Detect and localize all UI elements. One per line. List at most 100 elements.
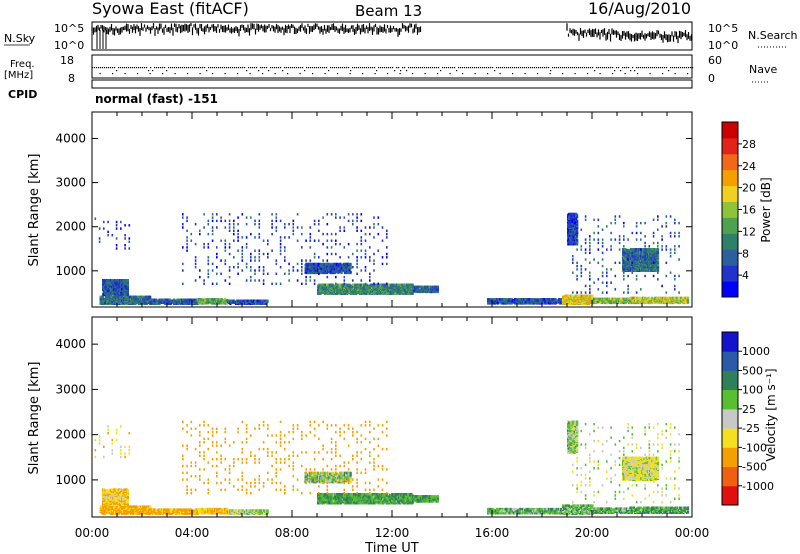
power-cell xyxy=(224,249,227,252)
power-cell xyxy=(194,262,197,266)
power-cell xyxy=(254,223,256,226)
freq-dot xyxy=(414,67,416,69)
power-cell xyxy=(182,216,184,219)
freq-dot xyxy=(606,67,608,69)
freq-dot xyxy=(278,67,280,69)
freq-dot xyxy=(228,67,230,69)
power-cell xyxy=(301,226,303,229)
power-cell xyxy=(233,219,235,223)
freq-dot xyxy=(380,67,382,69)
power-cell xyxy=(207,262,210,266)
power-cell xyxy=(319,268,322,272)
power-cell xyxy=(107,295,110,299)
freq-dot xyxy=(388,67,390,69)
power-cell xyxy=(623,248,626,251)
freq-dot xyxy=(490,67,492,69)
power-cell xyxy=(115,244,118,247)
freq-dot xyxy=(612,67,614,69)
freq-dot xyxy=(620,70,622,72)
freq-dot xyxy=(384,67,386,69)
power-cell xyxy=(194,279,197,282)
power-cell xyxy=(271,223,273,226)
power-cell xyxy=(632,248,635,251)
power-cell xyxy=(585,301,588,304)
power-cell xyxy=(351,283,355,287)
power-cell xyxy=(203,213,205,216)
power-cell xyxy=(313,256,316,259)
power-cell xyxy=(301,272,303,275)
freq-dot xyxy=(416,67,418,69)
nave-dot xyxy=(424,73,426,75)
power-cell xyxy=(426,285,429,289)
power-cell xyxy=(356,213,358,216)
power-cell xyxy=(488,300,491,303)
power-cell xyxy=(568,240,571,244)
power-cell xyxy=(584,268,587,271)
power-cell xyxy=(584,238,587,241)
power-cell xyxy=(674,235,676,238)
power-cell xyxy=(381,262,384,266)
power-cell xyxy=(641,260,644,264)
power-cell xyxy=(318,229,320,232)
freq-dot xyxy=(352,67,354,69)
power-cell xyxy=(314,265,317,269)
power-cell xyxy=(657,218,659,221)
nave-dot xyxy=(612,73,614,75)
power-cell xyxy=(576,294,579,298)
power-cell xyxy=(207,272,210,275)
power-cell xyxy=(267,252,269,256)
freq-dot xyxy=(650,67,652,69)
power-cell xyxy=(211,232,214,236)
power-cell xyxy=(650,269,653,272)
freq-dot xyxy=(556,67,558,69)
power-cell xyxy=(597,238,600,241)
power-cell xyxy=(591,294,594,298)
power-cell xyxy=(639,298,642,302)
power-cell xyxy=(568,236,571,239)
power-cell xyxy=(386,246,388,249)
power-cell xyxy=(199,229,201,232)
power-cell xyxy=(301,282,303,285)
power-cell xyxy=(305,269,307,272)
power-cell xyxy=(395,285,398,289)
freq-dot xyxy=(208,67,210,69)
power-cell xyxy=(301,259,303,262)
station-title: Syowa East (fitACF) xyxy=(92,0,249,18)
power-cell xyxy=(627,266,630,269)
power-cell xyxy=(606,274,608,278)
power-cell xyxy=(182,223,184,226)
power-cell xyxy=(671,296,674,300)
power-cell xyxy=(364,282,367,285)
power-cell xyxy=(656,258,660,262)
power-cell xyxy=(355,285,358,289)
power-cell xyxy=(322,232,324,236)
freq-dot xyxy=(132,67,134,69)
freq-dot xyxy=(588,67,590,69)
freq-dot xyxy=(148,70,150,72)
power-cell xyxy=(356,226,358,229)
power-cell xyxy=(580,274,583,278)
power-cell xyxy=(669,231,672,235)
freq-dot xyxy=(462,67,464,69)
nave-dot xyxy=(562,73,564,75)
power-cell xyxy=(178,298,181,302)
power-cell xyxy=(275,282,278,285)
freq-label-line2: [MHz] xyxy=(4,70,33,81)
power-cell xyxy=(542,300,545,303)
power-cell xyxy=(572,261,574,264)
power-cell xyxy=(194,223,197,226)
freq-dot xyxy=(564,67,566,69)
power-cell xyxy=(314,262,317,266)
power-cell xyxy=(377,223,380,226)
power-cell xyxy=(103,292,106,296)
power-cell xyxy=(149,295,152,299)
freq-dot xyxy=(444,67,446,69)
power-cell xyxy=(339,256,341,259)
power-cell xyxy=(305,275,307,279)
power-cell xyxy=(265,299,268,303)
power-cell xyxy=(524,298,527,301)
power-cell xyxy=(413,289,416,293)
freq-dot xyxy=(382,67,384,69)
power-cell xyxy=(322,259,324,262)
power-cell xyxy=(528,298,531,301)
